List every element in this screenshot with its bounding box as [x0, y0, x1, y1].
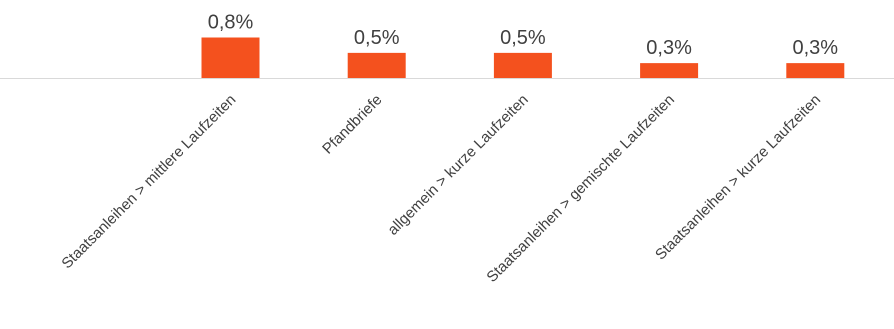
value-label-5: 0,3%: [793, 37, 839, 59]
category-label-2: Pfandbriefe: [319, 91, 385, 157]
bar-3: [493, 52, 552, 79]
value-label-3: 0,5%: [500, 27, 546, 49]
category-label-3: allgemein > kurze Laufzeiten: [384, 91, 531, 238]
value-labels-group: 0,8% 0,5% 0,5% 0,3% 0,3%: [208, 12, 839, 60]
bar-5: [786, 63, 845, 79]
value-label-1: 0,8%: [208, 12, 254, 34]
value-label-2: 0,5%: [354, 27, 400, 49]
bar-2: [347, 52, 406, 79]
value-label-4: 0,3%: [646, 37, 692, 59]
bar-4: [640, 63, 699, 79]
category-label-5: Staatsanleihen > kurze Laufzeiten: [652, 91, 824, 263]
bar-1: [201, 37, 260, 79]
bars-group: [201, 37, 845, 79]
category-label-1: Staatsanleihen > mittlere Laufzeiten: [58, 91, 239, 272]
category-labels-group: Staatsanleihen > mittlere Laufzeiten Pfan…: [58, 91, 824, 286]
